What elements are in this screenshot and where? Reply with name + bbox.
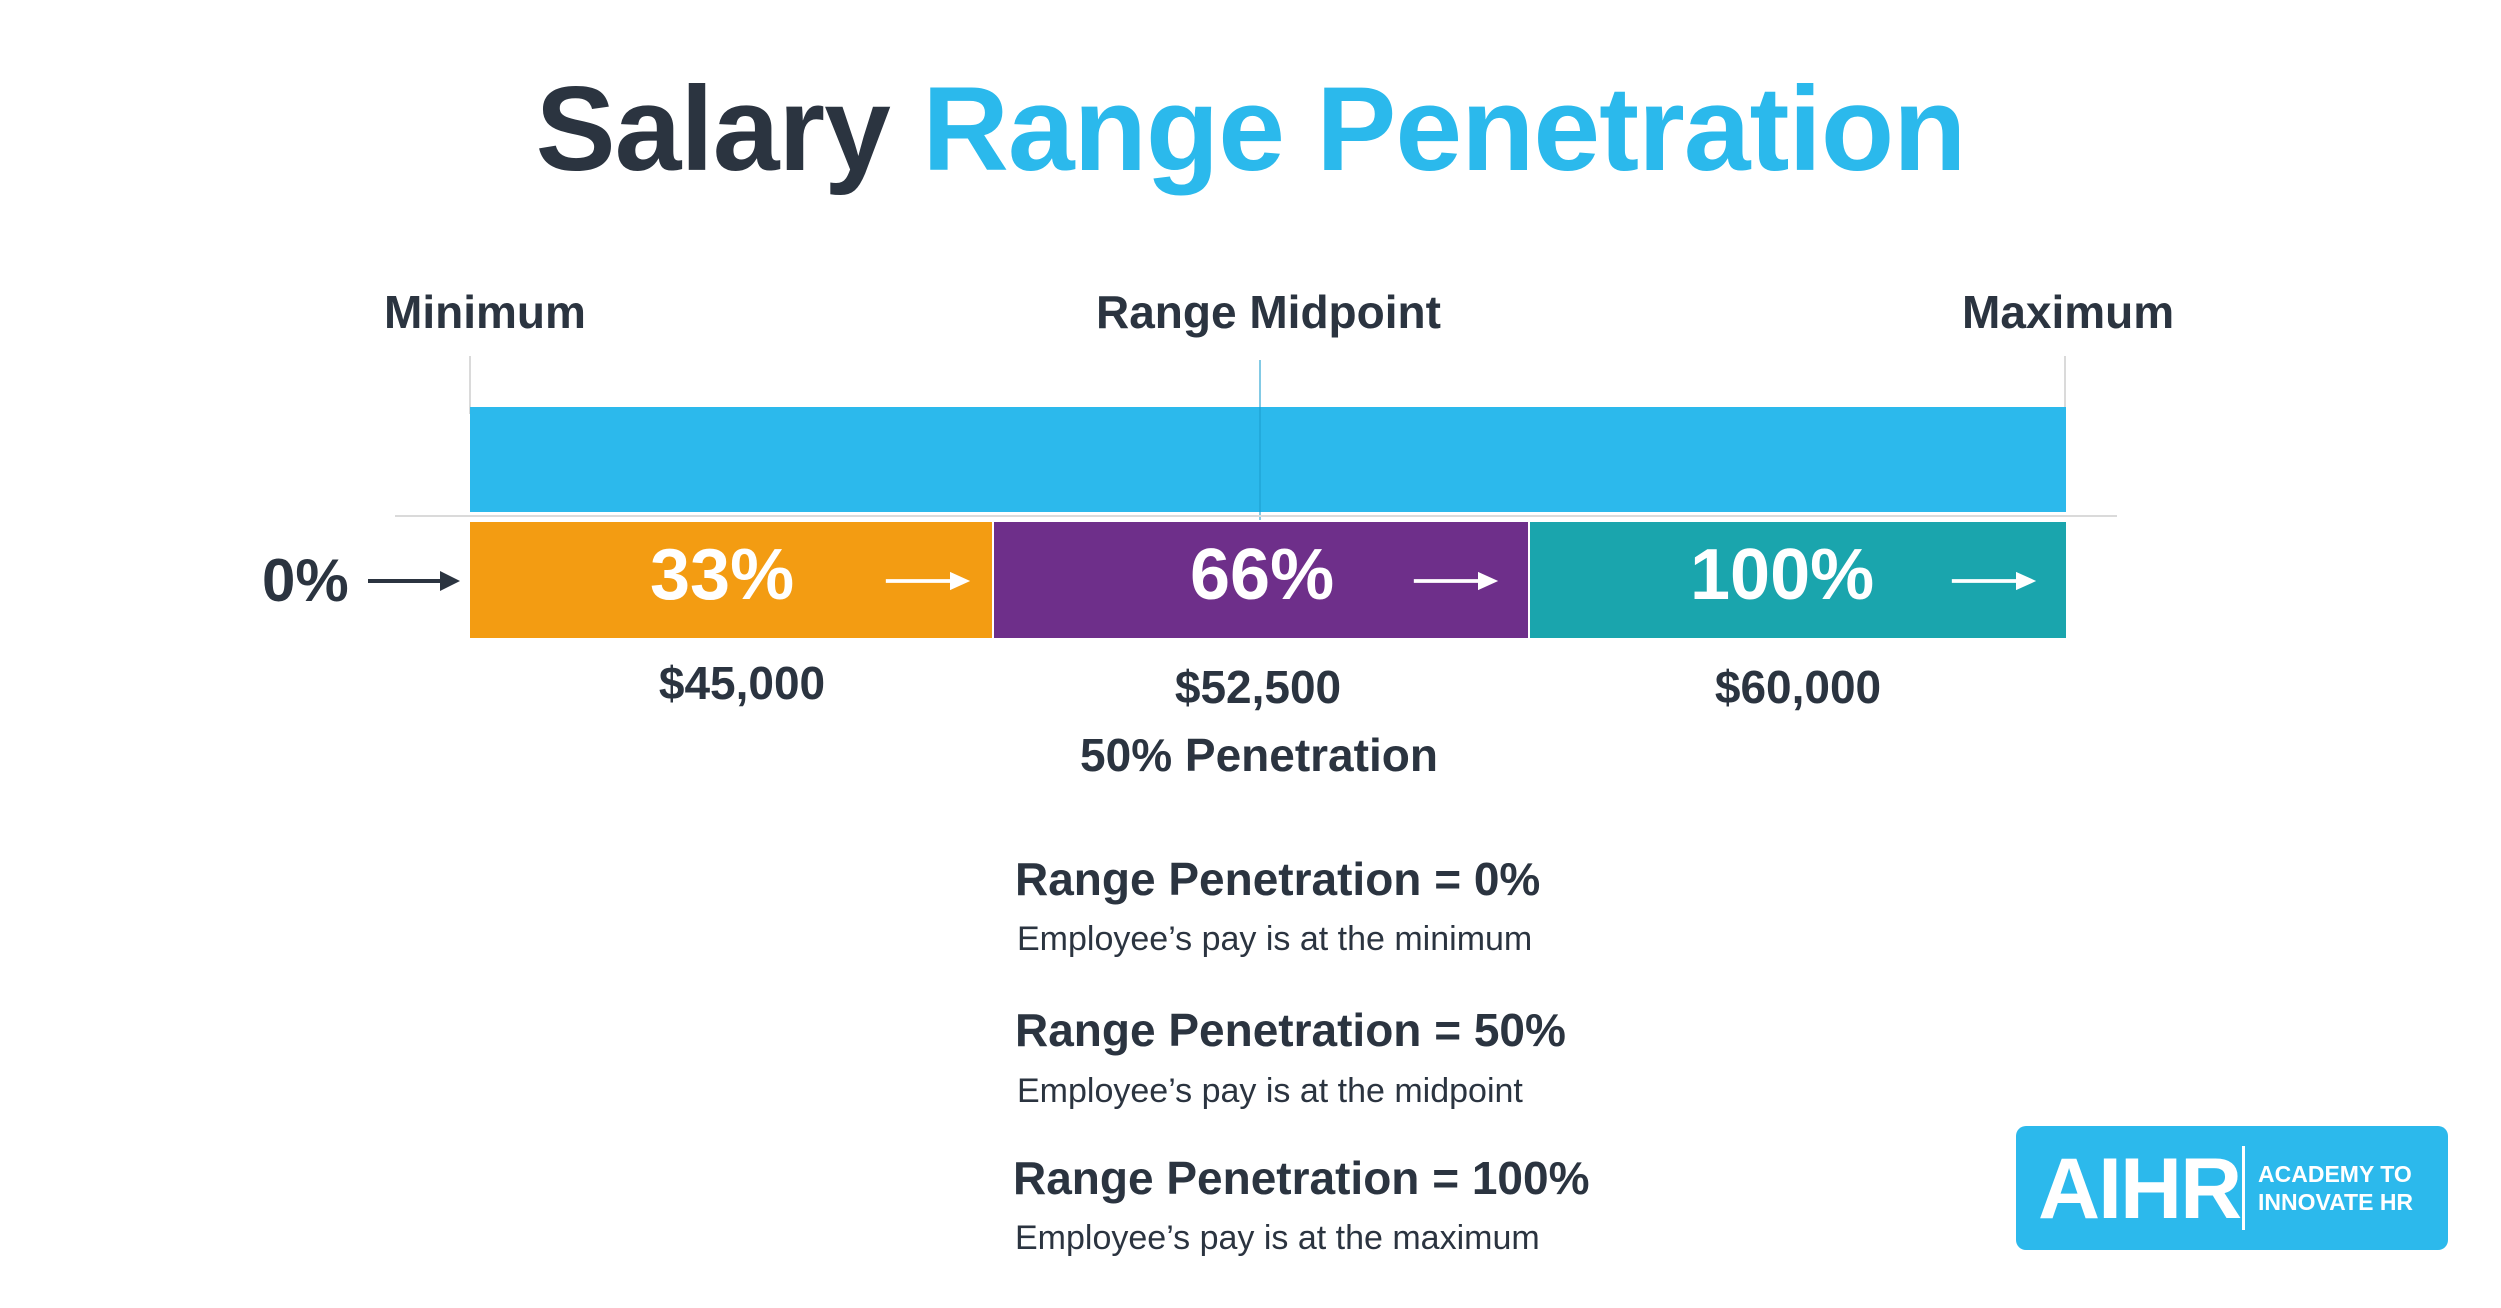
segment-percent: 66%: [1190, 535, 1335, 615]
tick-minimum: [469, 356, 471, 414]
definition-description: Employee’s pay is at the minimum: [1017, 920, 1533, 958]
start-arrow-icon: [368, 571, 460, 591]
label-maximum: Maximum: [1962, 286, 2175, 338]
segment-percent: 100%: [1690, 535, 1875, 615]
segment-100: 100%: [1530, 522, 2066, 638]
logo-wordmark: AIHR: [2038, 1141, 2242, 1237]
segment-33: 33%: [470, 522, 992, 638]
label-range-midpoint: Range Midpoint: [1096, 286, 1441, 338]
logo-tagline-line1: ACADEMY TO: [2258, 1161, 2412, 1187]
arrow-right-icon: [1413, 571, 1499, 591]
salary-range-bar: [470, 407, 2066, 512]
definition-description: Employee’s pay is at the maximum: [1015, 1219, 1540, 1257]
segment-percent: 33%: [650, 535, 795, 615]
title-part-salary: Salary: [535, 62, 891, 196]
logo-tagline: ACADEMY TO INNOVATE HR: [2258, 1160, 2413, 1216]
start-percent: 0%: [262, 547, 349, 614]
label-minimum: Minimum: [384, 286, 586, 338]
page-title: Salary Range Penetration: [0, 60, 2501, 198]
arrow-right-icon: [1951, 571, 2037, 591]
definition-description: Employee’s pay is at the midpoint: [1017, 1072, 1523, 1110]
logo-separator: [2242, 1146, 2245, 1230]
definition-heading: Range Penetration = 50%: [1015, 1004, 1566, 1056]
salary-minimum: $45,000: [658, 657, 826, 709]
title-part-range-penetration: Range Penetration: [922, 62, 1966, 196]
aihr-logo: AIHR ACADEMY TO INNOVATE HR: [2016, 1126, 2448, 1250]
divider-line: [395, 515, 2117, 517]
definition-heading: Range Penetration = 100%: [1013, 1152, 1590, 1204]
salary-maximum: $60,000: [1714, 661, 1882, 713]
logo-tagline-line2: INNOVATE HR: [2258, 1189, 2414, 1215]
segment-66: 66%: [994, 522, 1528, 638]
definition-heading: Range Penetration = 0%: [1015, 853, 1541, 905]
midpoint-penetration-label: 50% Penetration: [1080, 729, 1438, 781]
midpoint-line: [1259, 360, 1261, 520]
tick-maximum: [2064, 356, 2066, 414]
salary-midpoint: $52,500: [1174, 661, 1342, 713]
arrow-right-icon: [885, 571, 971, 591]
